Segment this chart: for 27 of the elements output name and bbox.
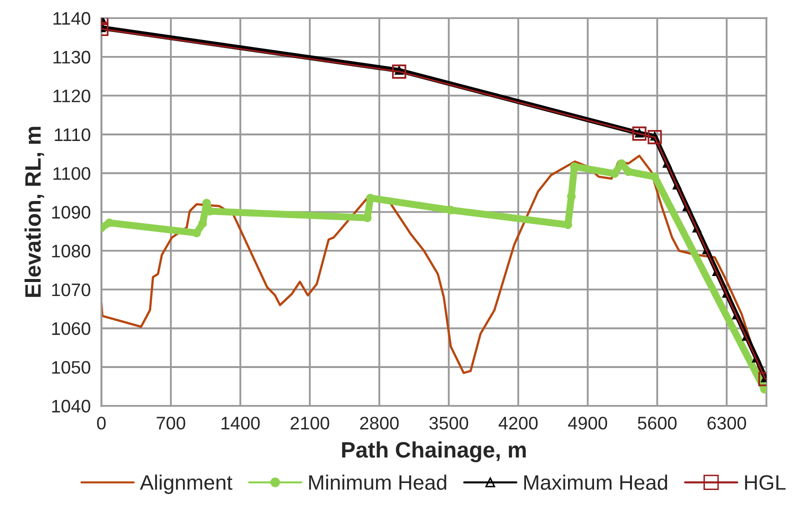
legend-label: Minimum Head xyxy=(309,474,446,490)
legend-label: Alignment xyxy=(140,474,232,494)
y-tick-label: 1100 xyxy=(54,167,90,180)
y-tick-label: 1060 xyxy=(52,322,90,336)
x-tick-label: 700 xyxy=(156,416,186,430)
y-tick-label: 1110 xyxy=(54,128,90,142)
y-tick-label: 1130 xyxy=(54,50,90,64)
x-tick-label: 4200 xyxy=(498,416,538,430)
y-tick-label: 1050 xyxy=(52,361,90,374)
x-tick-label: 1400 xyxy=(222,416,260,430)
y-tick-label: 1080 xyxy=(52,244,90,258)
y-tick-label: 1090 xyxy=(52,206,90,219)
x-tick-label: 2100 xyxy=(290,416,330,430)
y-tick-label: 1140 xyxy=(54,12,90,25)
x-tick-label: 6300 xyxy=(708,416,746,430)
x-tick-label: 3500 xyxy=(429,416,468,430)
y-tick-label: 1120 xyxy=(54,90,90,102)
x-tick-label: 5600 xyxy=(638,416,677,430)
x-tick-label: 0 xyxy=(97,416,106,430)
y-tick-label: 1070 xyxy=(52,283,90,296)
x-tick-label: 4900 xyxy=(568,416,608,430)
x-axis-title: Path Chainage, m xyxy=(342,441,526,462)
legend-label: Maximum Head xyxy=(524,474,668,490)
y-axis-title: Elevation, RL, m xyxy=(24,126,44,297)
y-tick-label: 1040 xyxy=(52,400,90,413)
legend-label: HGL xyxy=(745,475,786,490)
x-tick-label: 2800 xyxy=(360,416,399,430)
